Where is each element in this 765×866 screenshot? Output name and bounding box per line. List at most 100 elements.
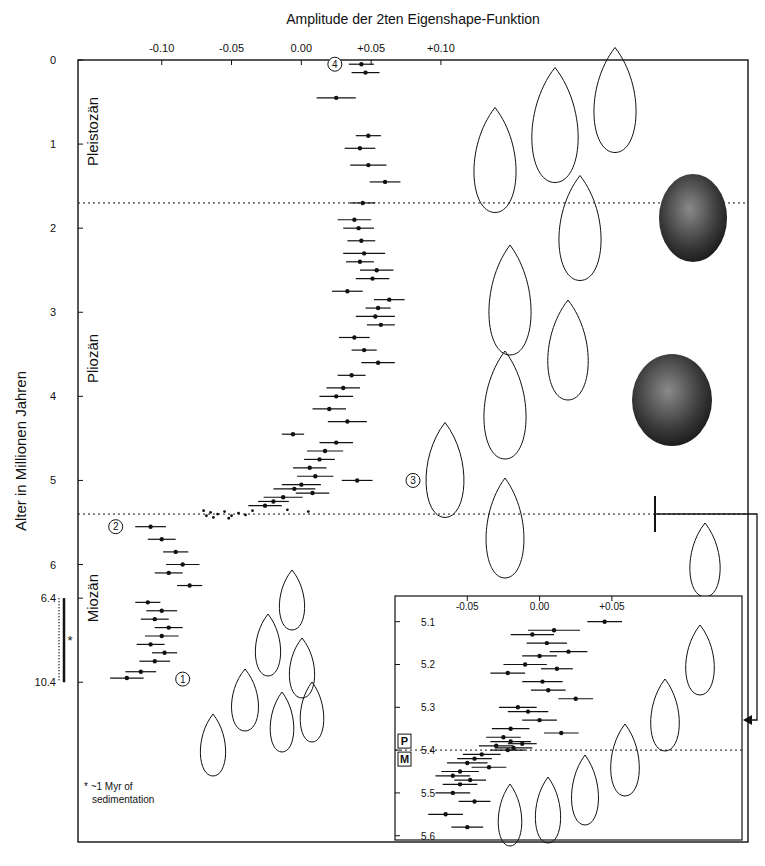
data-point	[376, 361, 380, 365]
data-point	[511, 746, 515, 750]
shape-outline	[232, 669, 259, 731]
data-point	[526, 709, 530, 713]
shape-outline	[300, 682, 324, 742]
data-point	[472, 799, 476, 803]
data-point	[530, 632, 534, 636]
annotation-label: 2	[113, 521, 119, 532]
shape-outline	[255, 614, 280, 676]
y-tick	[395, 835, 400, 836]
data-point	[366, 133, 370, 137]
x-tick-label: +0.05	[357, 42, 385, 54]
data-point	[379, 323, 383, 327]
annotation-label: 4	[332, 59, 338, 70]
data-point	[352, 335, 356, 339]
data-point	[383, 180, 387, 184]
epoch-box	[398, 734, 411, 748]
x-tick-label: +0.05	[599, 601, 625, 612]
data-point	[237, 512, 240, 515]
data-point	[349, 373, 353, 377]
inset-chart: PM-0.050.00+0.055.15.25.35.45.55.6	[395, 596, 742, 842]
data-point	[443, 812, 447, 816]
data-point	[366, 163, 370, 167]
data-point	[291, 432, 295, 436]
data-point	[494, 744, 498, 748]
data-point	[317, 457, 321, 461]
data-point	[205, 514, 208, 517]
y-axis-title: Alter in Millionen Jahren	[12, 371, 29, 531]
data-point	[310, 491, 314, 495]
y-tick	[395, 707, 400, 708]
specimen-photo	[659, 174, 727, 262]
data-point	[327, 407, 331, 411]
data-point	[465, 761, 469, 765]
y-tick	[78, 564, 83, 565]
y-tick-label: 3	[50, 306, 56, 318]
axis-break-bar	[63, 598, 66, 682]
y-tick	[78, 312, 83, 313]
data-point	[341, 386, 345, 390]
data-point	[334, 394, 338, 398]
shape-outline	[686, 625, 715, 695]
data-point	[352, 218, 356, 222]
data-point	[546, 688, 550, 692]
data-point	[555, 667, 559, 671]
shape-outline	[594, 48, 636, 153]
data-point	[356, 226, 360, 230]
epoch-boundary	[395, 750, 742, 751]
epoch-box	[398, 752, 411, 766]
data-point	[251, 509, 254, 512]
data-point	[180, 562, 184, 566]
data-point	[307, 510, 310, 513]
shape-outline	[559, 176, 601, 281]
y-tick	[78, 60, 83, 61]
shape-outline	[611, 724, 640, 796]
data-point	[167, 625, 171, 629]
data-point	[334, 440, 338, 444]
data-point	[160, 609, 164, 613]
data-point	[537, 654, 541, 658]
data-point	[299, 482, 303, 486]
y-tick-label: 5.3	[421, 702, 435, 713]
data-point	[451, 791, 455, 795]
y-tick-label: 0	[50, 54, 56, 66]
annotation-label: 1	[180, 674, 186, 685]
y-tick	[78, 396, 83, 397]
y-tick	[395, 621, 400, 622]
data-point	[552, 628, 556, 632]
y-tick	[395, 664, 400, 665]
y-tick-label: 10.4	[35, 676, 56, 688]
y-tick	[78, 598, 83, 599]
data-point	[520, 741, 524, 745]
shape-outline	[651, 679, 680, 751]
data-point	[244, 514, 247, 517]
inset-background	[395, 596, 742, 840]
data-point	[345, 419, 349, 423]
data-point	[359, 239, 363, 243]
data-point	[281, 495, 285, 499]
shape-outline	[279, 570, 304, 630]
data-point	[153, 617, 157, 621]
data-point	[387, 297, 391, 301]
y-tick	[395, 792, 400, 793]
data-point	[292, 487, 296, 491]
x-tick-label: -0.05	[219, 42, 244, 54]
shape-outline	[532, 68, 578, 183]
y-tick-label: 5.6	[421, 831, 435, 842]
data-point	[508, 739, 512, 743]
y-tick	[78, 480, 83, 481]
data-point	[451, 774, 455, 778]
data-point	[125, 676, 129, 680]
x-tick-label: -0.10	[149, 42, 174, 54]
data-point	[323, 449, 327, 453]
plot-frame	[78, 60, 748, 842]
epoch-label: P	[401, 735, 408, 747]
annotation-circle	[328, 57, 342, 71]
data-point	[223, 510, 226, 513]
x-tick-label: +0.10	[427, 42, 455, 54]
y-tick	[78, 228, 83, 229]
x-tick	[231, 60, 232, 65]
data-point	[363, 70, 367, 74]
data-point	[458, 769, 462, 773]
shape-outline	[474, 108, 516, 213]
data-point	[358, 146, 362, 150]
